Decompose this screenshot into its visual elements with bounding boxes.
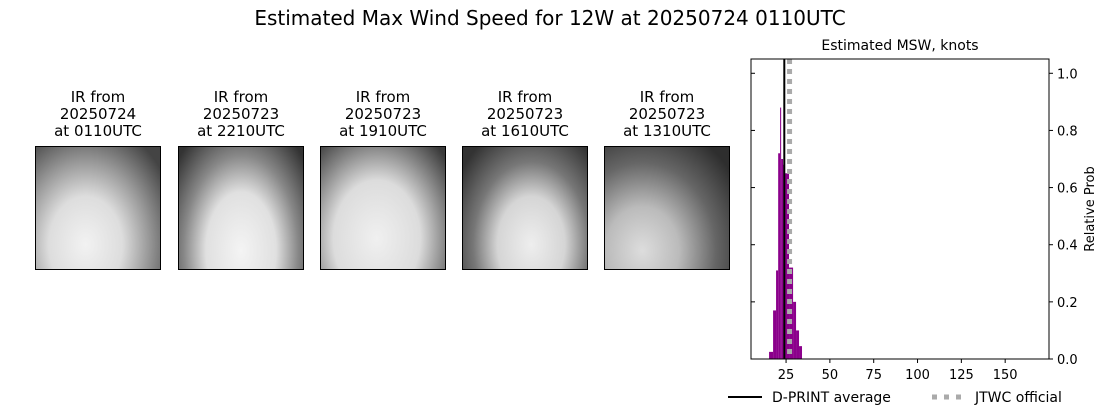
caption-line: IR from	[355, 88, 411, 106]
caption-date: 20250724	[59, 105, 137, 123]
ir-panel: IR from 20250724 at 0110UTC	[35, 89, 161, 270]
caption-date: 20250723	[628, 105, 706, 123]
y-tick-label: 0.8	[1057, 124, 1078, 139]
caption-date: 20250723	[486, 105, 564, 123]
x-tick-label: 125	[949, 368, 974, 383]
ir-panel-caption: IR from 20250724 at 0110UTC	[35, 89, 161, 141]
ir-panel: IR from 20250723 at 1310UTC	[604, 89, 730, 270]
y-tick-label: 0.6	[1057, 182, 1078, 197]
ir-panel: IR from 20250723 at 1610UTC	[462, 89, 588, 270]
caption-line: IR from	[213, 88, 269, 106]
y-axis-label: Relative Prob	[1083, 166, 1098, 251]
histogram-bar	[793, 301, 797, 359]
ir-panel-caption: IR from 20250723 at 1610UTC	[462, 89, 588, 141]
caption-time: at 2210UTC	[197, 122, 285, 140]
ir-satellite-image	[320, 146, 446, 270]
histogram-bar	[780, 107, 782, 359]
chart-title: Estimated MSW, knots	[821, 38, 978, 54]
caption-line: IR from	[639, 88, 695, 106]
histogram-bar	[778, 153, 781, 359]
ir-satellite-image	[604, 146, 730, 270]
x-tick-label: 50	[822, 368, 839, 383]
ir-panel-caption: IR from 20250723 at 1310UTC	[604, 89, 730, 141]
histogram-bar	[785, 173, 790, 359]
caption-line: IR from	[70, 88, 126, 106]
caption-line: IR from	[497, 88, 553, 106]
histogram-bar	[776, 270, 779, 359]
legend-dprint-label: D-PRINT average	[772, 390, 891, 406]
histogram-bar	[781, 159, 784, 359]
histogram-bar	[769, 351, 774, 359]
ir-panel-caption: IR from 20250723 at 2210UTC	[178, 89, 304, 141]
x-tick-label: 100	[905, 368, 930, 383]
ir-panel: IR from 20250723 at 1910UTC	[320, 89, 446, 270]
ir-satellite-image	[178, 146, 304, 270]
histogram-bar	[796, 330, 800, 359]
ir-panel-caption: IR from 20250723 at 1910UTC	[320, 89, 446, 141]
ir-satellite-image	[462, 146, 588, 270]
caption-date: 20250723	[344, 105, 422, 123]
y-tick-label: 0.4	[1057, 239, 1078, 254]
histogram-bar	[799, 346, 803, 359]
caption-time: at 1910UTC	[339, 122, 427, 140]
x-tick-label: 150	[993, 368, 1018, 383]
x-tick-label: 75	[865, 368, 882, 383]
ir-satellite-image	[35, 146, 161, 270]
histogram-bar	[773, 310, 777, 359]
y-tick-label: 0.0	[1057, 353, 1078, 368]
y-tick-label: 0.2	[1057, 296, 1078, 311]
plot-frame	[750, 58, 1050, 360]
legend-jtwc-label: JTWC official	[974, 390, 1062, 406]
caption-time: at 0110UTC	[54, 122, 142, 140]
caption-time: at 1610UTC	[481, 122, 569, 140]
y-tick-label: 1.0	[1057, 67, 1078, 82]
x-tick-label: 25	[778, 368, 795, 383]
caption-time: at 1310UTC	[623, 122, 711, 140]
ir-panel: IR from 20250723 at 2210UTC	[178, 89, 304, 270]
caption-date: 20250723	[202, 105, 280, 123]
figure-title: Estimated Max Wind Speed for 12W at 2025…	[254, 6, 846, 30]
